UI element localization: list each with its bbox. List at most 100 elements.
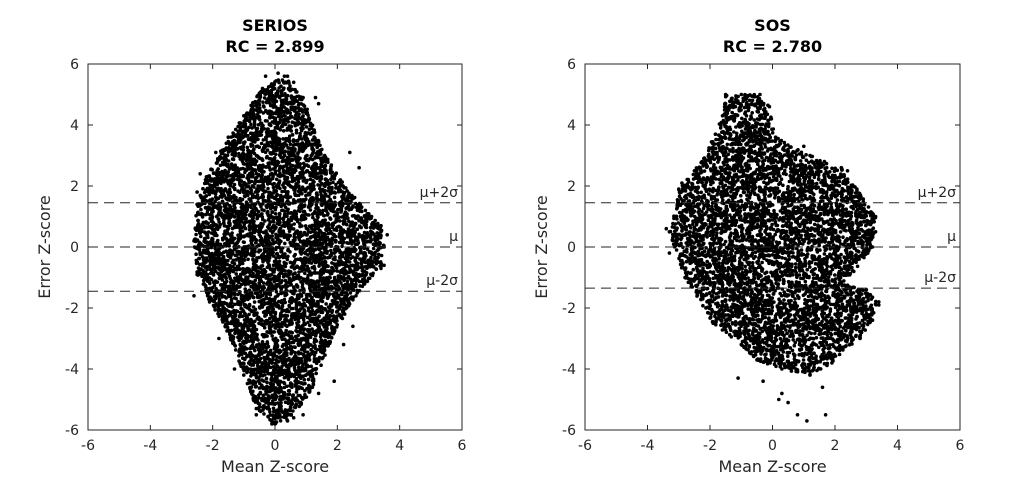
- serios-data-point: [307, 213, 311, 217]
- serios-data-point: [260, 208, 264, 212]
- serios-data-point: [233, 168, 238, 172]
- serios-data-point: [244, 200, 249, 204]
- serios-data-point: [214, 181, 218, 186]
- serios-data-point: [198, 193, 203, 198]
- serios-data-point: [261, 198, 266, 203]
- serios-data-point: [293, 271, 297, 275]
- serios-data-point: [270, 210, 274, 214]
- serios-data-point: [274, 148, 279, 153]
- serios-data-point: [274, 177, 279, 182]
- serios-data-point: [274, 111, 279, 116]
- serios-data-point: [299, 252, 304, 256]
- serios-data-point: [289, 114, 293, 118]
- serios-data-point: [258, 381, 262, 386]
- serios-data-point: [285, 209, 290, 213]
- serios-data-point: [287, 134, 292, 138]
- serios-data-point: [209, 198, 214, 202]
- serios-data-point: [371, 246, 376, 251]
- serios-data-point: [249, 122, 253, 127]
- serios-data-point: [251, 340, 255, 344]
- serios-data-point: [365, 247, 370, 252]
- serios-data-point: [268, 410, 272, 414]
- serios-data-point: [290, 171, 294, 175]
- serios-data-point: [234, 272, 238, 276]
- serios-data-point: [232, 219, 236, 224]
- serios-data-point: [283, 194, 288, 198]
- serios-data-point: [251, 257, 255, 261]
- serios-data-point: [296, 362, 301, 366]
- serios-data-point: [269, 123, 273, 128]
- serios-data-point: [263, 92, 267, 96]
- serios-data-point: [264, 144, 268, 148]
- serios-data-point: [194, 258, 199, 263]
- serios-data-point: [256, 209, 261, 214]
- serios-data-point: [353, 263, 357, 268]
- serios-data-point: [314, 310, 318, 314]
- serios-data-point: [335, 281, 339, 285]
- serios-data-point: [313, 338, 318, 342]
- serios-data-point: [304, 232, 308, 237]
- serios-data-point: [258, 390, 263, 395]
- serios-data-point: [239, 306, 243, 311]
- serios-data-point: [293, 338, 298, 343]
- serios-data-point: [305, 163, 309, 167]
- serios-data-point: [231, 258, 236, 263]
- serios-data-point: [350, 214, 355, 218]
- serios-data-point: [292, 109, 297, 113]
- serios-data-point: [243, 226, 248, 231]
- serios-data-point: [201, 220, 206, 225]
- serios-data-point: [263, 176, 267, 181]
- serios-data-point: [347, 193, 351, 197]
- serios-data-point: [249, 374, 253, 378]
- serios-data-point: [206, 221, 210, 226]
- serios-data-point: [257, 405, 262, 409]
- serios-data-point: [259, 141, 264, 146]
- serios-data-point: [245, 337, 249, 341]
- serios-data-point: [363, 256, 367, 261]
- serios-data-point: [281, 395, 286, 400]
- serios-data-point: [245, 145, 250, 150]
- serios-data-point: [261, 254, 266, 258]
- serios-data-point: [316, 197, 321, 202]
- serios-data-point: [282, 297, 287, 302]
- serios-data-point: [222, 232, 226, 236]
- serios-data-point: [263, 119, 268, 123]
- serios-data-point: [252, 235, 257, 239]
- serios-data-point: [271, 185, 276, 190]
- serios-data-point: [278, 174, 282, 179]
- serios-data-point: [266, 175, 270, 179]
- serios-data-point: [223, 155, 228, 159]
- serios-data-point: [284, 292, 289, 297]
- serios-data-point: [238, 322, 242, 327]
- serios-data-point: [301, 279, 305, 284]
- serios-data-point: [297, 301, 302, 305]
- serios-data-point: [284, 163, 288, 168]
- serios-data-point: [255, 126, 260, 131]
- serios-data-point: [219, 257, 223, 261]
- serios-data-point: [305, 315, 310, 320]
- serios-data-point: [281, 118, 286, 122]
- serios-data-point: [259, 264, 264, 269]
- serios-data-point: [290, 132, 295, 137]
- serios-data-point: [313, 333, 318, 338]
- serios-data-point: [338, 287, 342, 291]
- serios-data-point: [249, 358, 253, 362]
- serios-data-point: [300, 141, 305, 145]
- serios-data-point: [275, 374, 280, 378]
- serios-data-point: [255, 256, 259, 260]
- serios-data-point: [347, 270, 352, 275]
- serios-data-point: [303, 271, 307, 276]
- serios-data-point: [207, 178, 211, 183]
- serios-data-point: [286, 309, 290, 314]
- serios-data-point: [302, 328, 306, 332]
- serios-data-point: [261, 202, 265, 206]
- serios-data-point: [240, 229, 245, 233]
- serios-data-point: [205, 293, 210, 298]
- serios-data-point: [236, 233, 240, 237]
- serios-data-point: [283, 313, 287, 318]
- serios-scatter-points: [192, 71, 390, 426]
- serios-data-point: [332, 195, 337, 200]
- serios-data-point: [358, 257, 362, 261]
- serios-data-point: [344, 222, 349, 227]
